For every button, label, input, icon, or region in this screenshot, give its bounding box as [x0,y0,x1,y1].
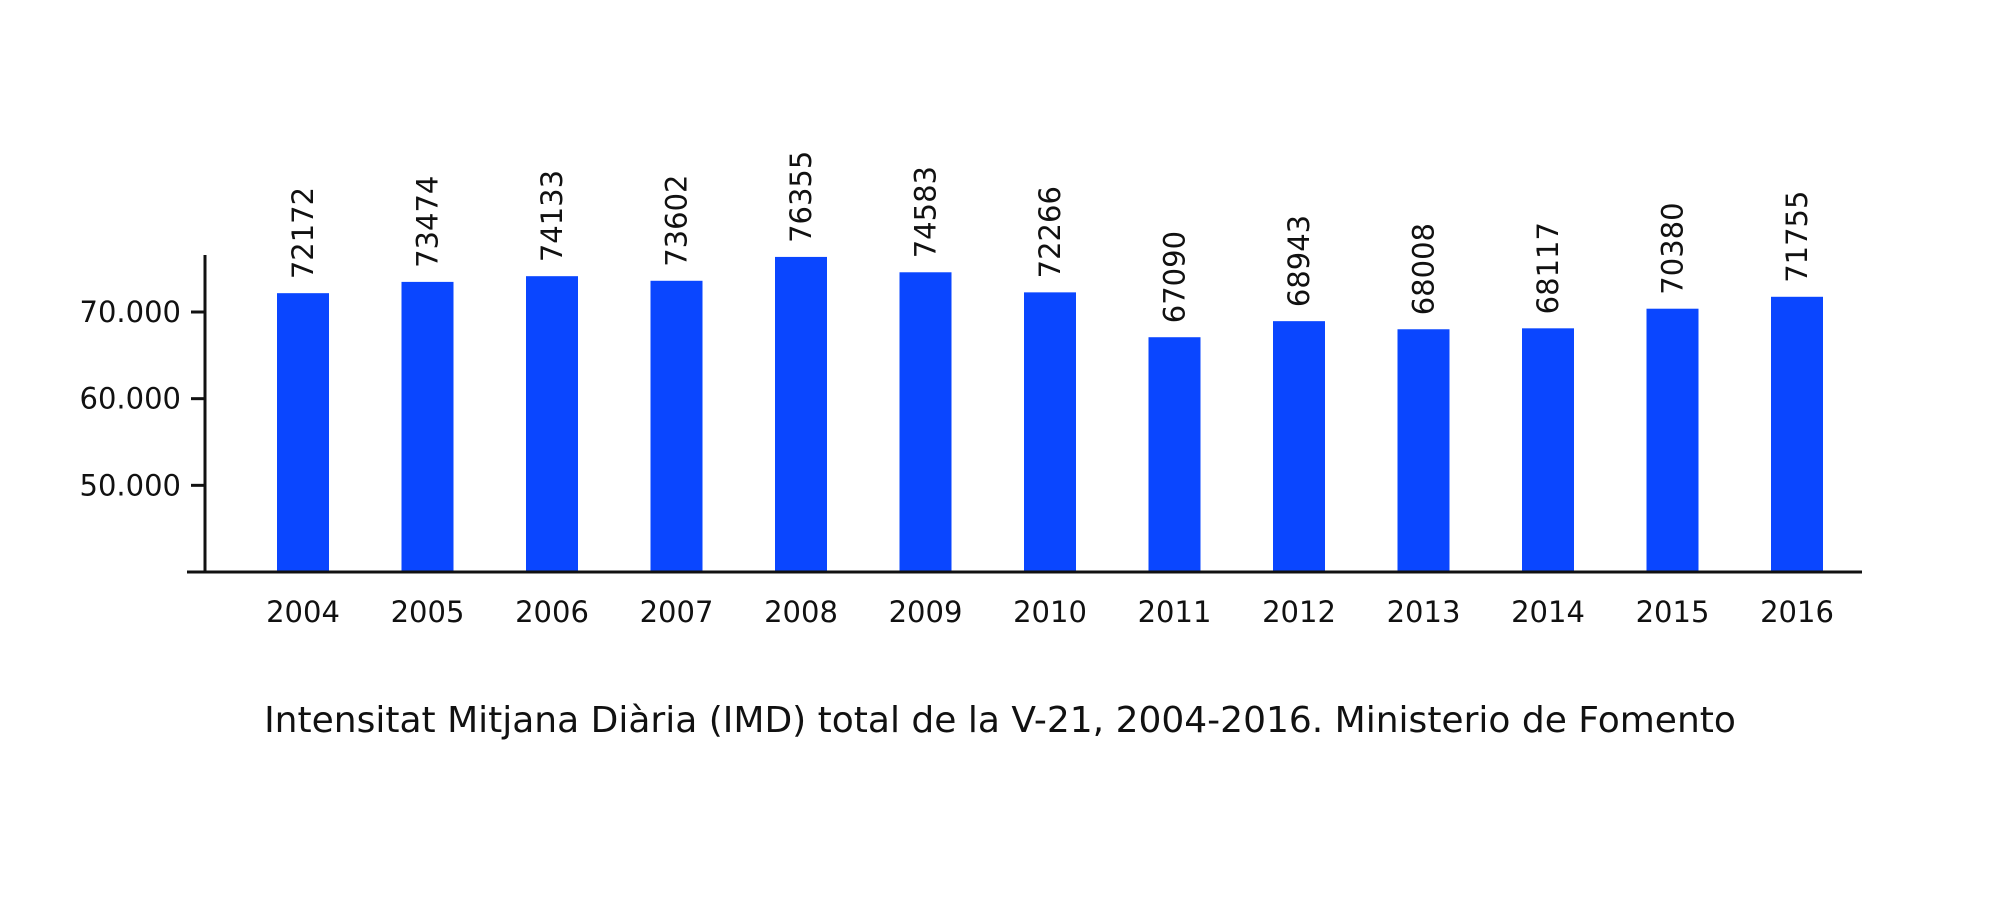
data-label-2013: 68008 [1407,223,1441,315]
x-tick-label-2005: 2005 [391,595,465,629]
bar-2014 [1522,328,1574,572]
bar-2005 [401,281,454,572]
bar-2012 [1273,321,1325,572]
bar-2009 [899,272,952,572]
bar-2006 [526,276,578,572]
data-label-2016: 71755 [1780,191,1814,283]
y-tick-label: 50.000 [80,468,181,502]
bar-2008 [775,256,827,572]
data-label-2006: 74133 [535,170,569,262]
data-label-2012: 68943 [1282,215,1316,307]
x-tick-label-2014: 2014 [1511,595,1585,629]
x-tick-label-2010: 2010 [1013,595,1087,629]
x-tick-label-2011: 2011 [1138,595,1212,629]
data-label-2011: 67090 [1158,231,1192,323]
data-label-2005: 73474 [411,176,445,268]
bar-2010 [1024,292,1076,572]
data-label-2008: 76355 [784,151,818,243]
y-axis: 50.000 60.000 70.000 [80,295,205,502]
chart-caption: Intensitat Mitjana Diària (IMD) total de… [264,700,1736,741]
x-tick-label-2012: 2012 [1262,595,1336,629]
data-labels-group: 72172 73474 74133 73602 76355 74583 72266 67090… [286,151,1814,324]
x-tick-label-2009: 2009 [889,595,963,629]
bar-2004 [277,293,329,572]
data-label-2015: 70380 [1656,202,1690,294]
x-tick-label-2006: 2006 [515,595,589,629]
data-label-2007: 73602 [660,175,694,267]
bar-2015 [1646,308,1699,572]
data-label-2004: 72172 [286,187,320,279]
bars-group [277,256,1823,572]
y-tick-label: 70.000 [80,295,181,329]
x-tick-labels-group: 2004 2005 2006 2007 2008 2009 2010 2011 2012 2013… [266,595,1834,629]
x-tick-label-2007: 2007 [640,595,714,629]
bar-2016 [1771,296,1823,572]
data-label-2009: 74583 [909,166,943,258]
x-tick-label-2004: 2004 [266,595,340,629]
bar-2007 [650,280,703,572]
x-tick-label-2016: 2016 [1760,595,1834,629]
y-tick-label: 60.000 [80,382,181,416]
data-label-2010: 72266 [1033,186,1067,278]
x-tick-label-2013: 2013 [1387,595,1461,629]
x-tick-label-2008: 2008 [764,595,838,629]
data-label-2014: 68117 [1531,222,1565,314]
bar-2013 [1397,329,1450,572]
x-tick-label-2015: 2015 [1636,595,1710,629]
bar-2011 [1148,337,1201,572]
